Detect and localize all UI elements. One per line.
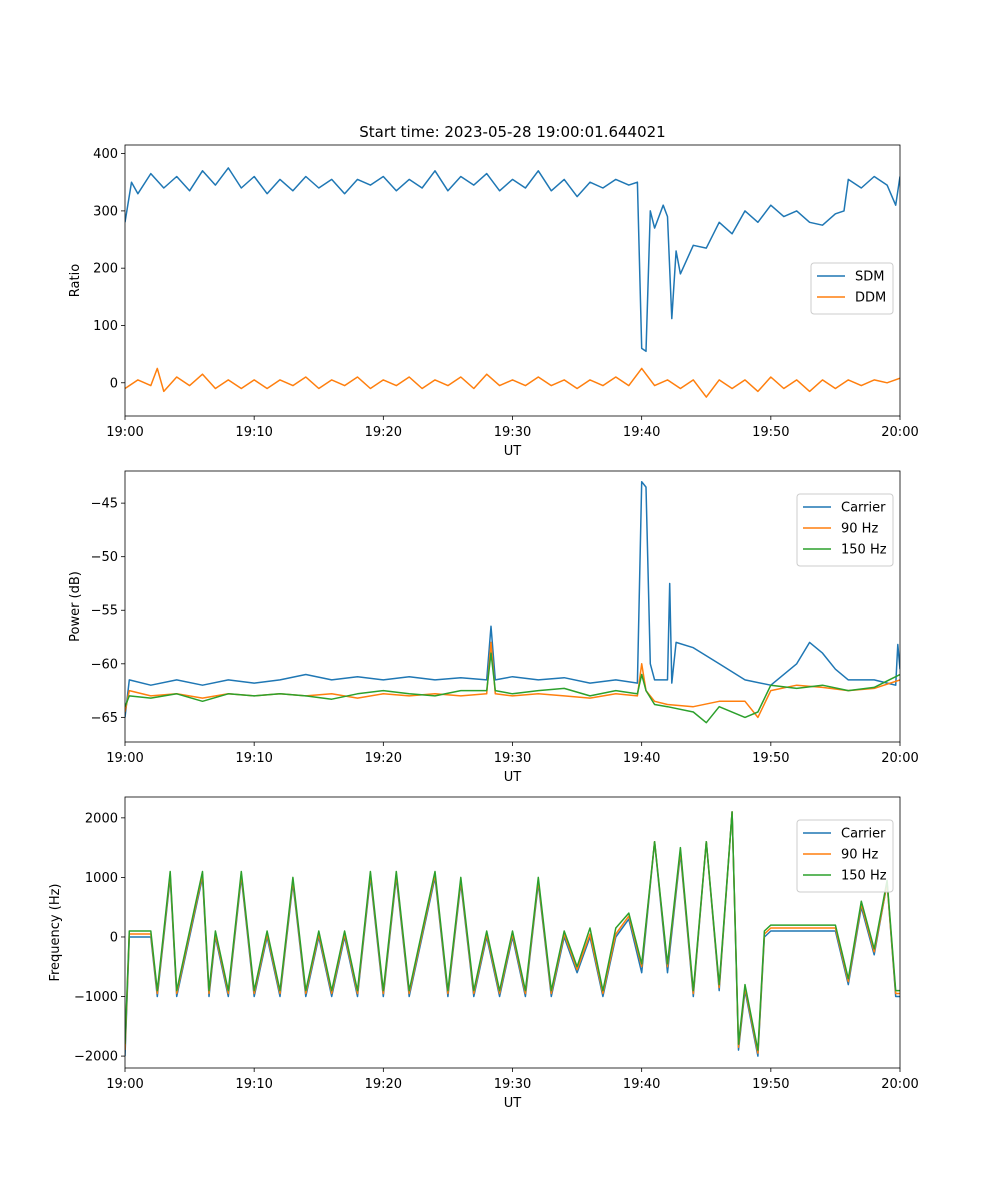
x-tick-label: 19:50 bbox=[752, 425, 789, 440]
y-tick-label: 400 bbox=[93, 147, 118, 162]
y-axis-label: Power (dB) bbox=[68, 571, 83, 642]
y-tick-label: 100 bbox=[93, 319, 118, 334]
x-tick-label: 20:00 bbox=[881, 751, 918, 766]
y-tick-label: −60 bbox=[91, 657, 118, 672]
legend: SDM DDM bbox=[810, 262, 894, 315]
x-tick-label: 19:10 bbox=[235, 425, 272, 440]
x-tick-label: 19:20 bbox=[365, 1077, 402, 1092]
series-line-carrier bbox=[125, 480, 900, 718]
legend-label: 150 Hz bbox=[841, 543, 887, 558]
legend-label: Carrier bbox=[841, 827, 886, 842]
chart-title: Start time: 2023-05-28 19:00:01.644021 bbox=[359, 123, 665, 141]
x-axis-label: UT bbox=[504, 1096, 522, 1111]
x-tick-label: 19:40 bbox=[623, 751, 660, 766]
y-tick-label: 2000 bbox=[85, 811, 118, 826]
y-tick-label: −1000 bbox=[74, 990, 118, 1005]
y-tick-label: 1000 bbox=[85, 871, 118, 886]
legend: Carrier 90 Hz 150 Hz bbox=[796, 819, 894, 893]
x-tick-label: 19:40 bbox=[623, 1077, 660, 1092]
legend-label: 90 Hz bbox=[841, 522, 878, 537]
series-line-ddm bbox=[125, 367, 900, 398]
x-tick-label: 19:30 bbox=[494, 751, 531, 766]
y-tick-label: −55 bbox=[91, 604, 118, 619]
chart-panel-1: 19:00 19:10 19:20 19:30 19:40 19:50 20:00 UT 0 10… bbox=[68, 123, 919, 459]
x-tick-label: 19:10 bbox=[235, 1077, 272, 1092]
legend-label: SDM bbox=[855, 270, 884, 285]
x-axis-label: UT bbox=[504, 444, 522, 459]
x-tick-label: 19:00 bbox=[106, 425, 143, 440]
y-axis-label: Frequency (Hz) bbox=[48, 883, 63, 981]
series-line-150-hz bbox=[125, 652, 900, 724]
x-tick-label: 19:20 bbox=[365, 751, 402, 766]
y-tick-label: 0 bbox=[110, 930, 118, 945]
y-tick-label: −65 bbox=[91, 711, 118, 726]
x-tick-label: 19:40 bbox=[623, 425, 660, 440]
y-tick-label: 200 bbox=[93, 262, 118, 277]
legend: Carrier 90 Hz 150 Hz bbox=[796, 493, 894, 567]
series-line-90-hz bbox=[125, 641, 900, 719]
y-tick-label: 0 bbox=[110, 376, 118, 391]
axes-frame bbox=[124, 470, 901, 743]
x-tick-label: 19:10 bbox=[235, 751, 272, 766]
y-axis-label: Ratio bbox=[68, 264, 83, 297]
x-tick-label: 19:30 bbox=[494, 1077, 531, 1092]
x-tick-label: 19:20 bbox=[365, 425, 402, 440]
y-tick-label: −2000 bbox=[74, 1050, 118, 1065]
x-tick-label: 19:50 bbox=[752, 1077, 789, 1092]
series-line-150-hz bbox=[125, 811, 900, 1051]
legend-box bbox=[796, 819, 894, 893]
x-tick-label: 19:00 bbox=[106, 751, 143, 766]
legend-label: Carrier bbox=[841, 501, 886, 516]
chart-panel-2: 19:00 19:10 19:20 19:30 19:40 19:50 20:00 UT −45… bbox=[68, 470, 919, 785]
x-tick-label: 19:50 bbox=[752, 751, 789, 766]
legend-label: DDM bbox=[855, 291, 886, 306]
x-tick-label: 20:00 bbox=[881, 425, 918, 440]
y-tick-label: −45 bbox=[91, 497, 118, 512]
x-tick-label: 19:00 bbox=[106, 1077, 143, 1092]
x-tick-label: 20:00 bbox=[881, 1077, 918, 1092]
axes-frame bbox=[124, 144, 901, 417]
x-tick-label: 19:30 bbox=[494, 425, 531, 440]
y-tick-label: 300 bbox=[93, 204, 118, 219]
y-tick-label: −50 bbox=[91, 550, 118, 565]
legend-label: 90 Hz bbox=[841, 848, 878, 863]
series-line-sdm bbox=[125, 167, 900, 353]
legend-box bbox=[796, 493, 894, 567]
chart-panel-3: 19:00 19:10 19:20 19:30 19:40 19:50 20:00 UT 200… bbox=[48, 796, 919, 1111]
legend-label: 150 Hz bbox=[841, 869, 887, 884]
x-axis-label: UT bbox=[504, 770, 522, 785]
